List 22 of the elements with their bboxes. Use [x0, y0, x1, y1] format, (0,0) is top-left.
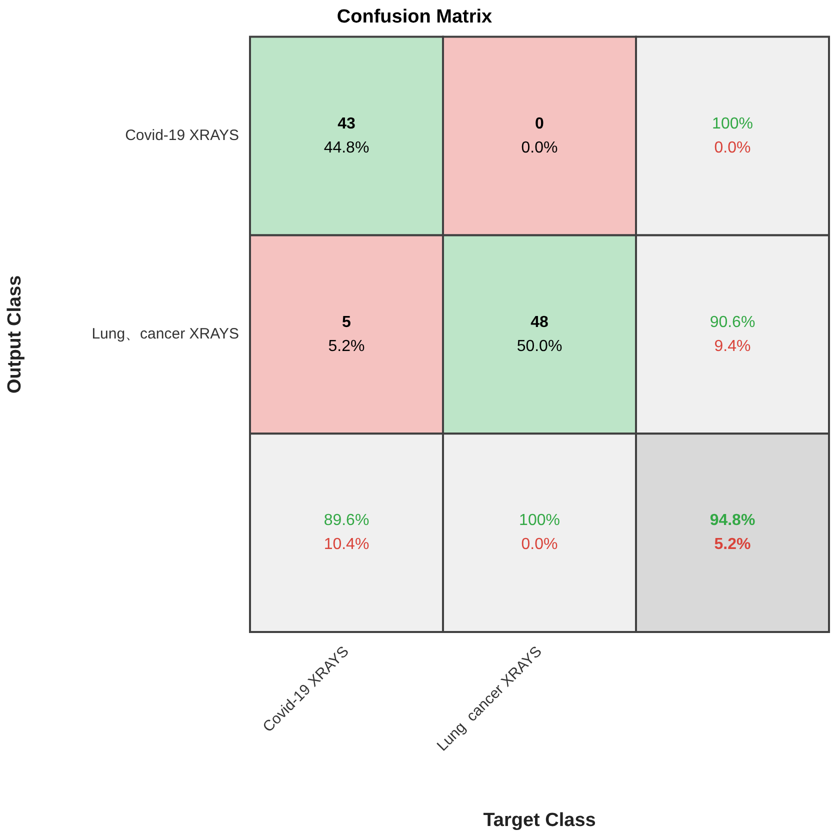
annotation: 5.2%: [328, 338, 365, 355]
annotation: 9.4%: [714, 338, 751, 355]
data-label: 89.6%: [324, 512, 370, 530]
data-label: 100%: [712, 115, 753, 132]
annotation: 5.2%: [714, 536, 751, 554]
annotation: 10.4%: [324, 536, 370, 554]
data-label: 100%: [519, 512, 560, 530]
y-tick-label: Lung、cancer XRAYS: [92, 326, 239, 343]
data-label: 0: [535, 115, 544, 132]
data-label: 94.8%: [710, 512, 756, 530]
annotation: 50.0%: [516, 338, 562, 355]
annotation: 0.0%: [714, 139, 751, 156]
annotation: 44.8%: [324, 139, 370, 156]
data-label: 43: [338, 115, 356, 132]
chart-title: Confusion Matrix: [336, 6, 493, 28]
y-axis-title: Output Class: [4, 275, 26, 394]
data-label: 90.6%: [710, 314, 756, 331]
annotation: 0.0%: [521, 536, 558, 554]
data-label: 5: [342, 314, 352, 331]
annotation: 0.0%: [521, 139, 558, 156]
data-label: 48: [530, 314, 548, 331]
x-axis-title: Target Class: [483, 810, 596, 831]
